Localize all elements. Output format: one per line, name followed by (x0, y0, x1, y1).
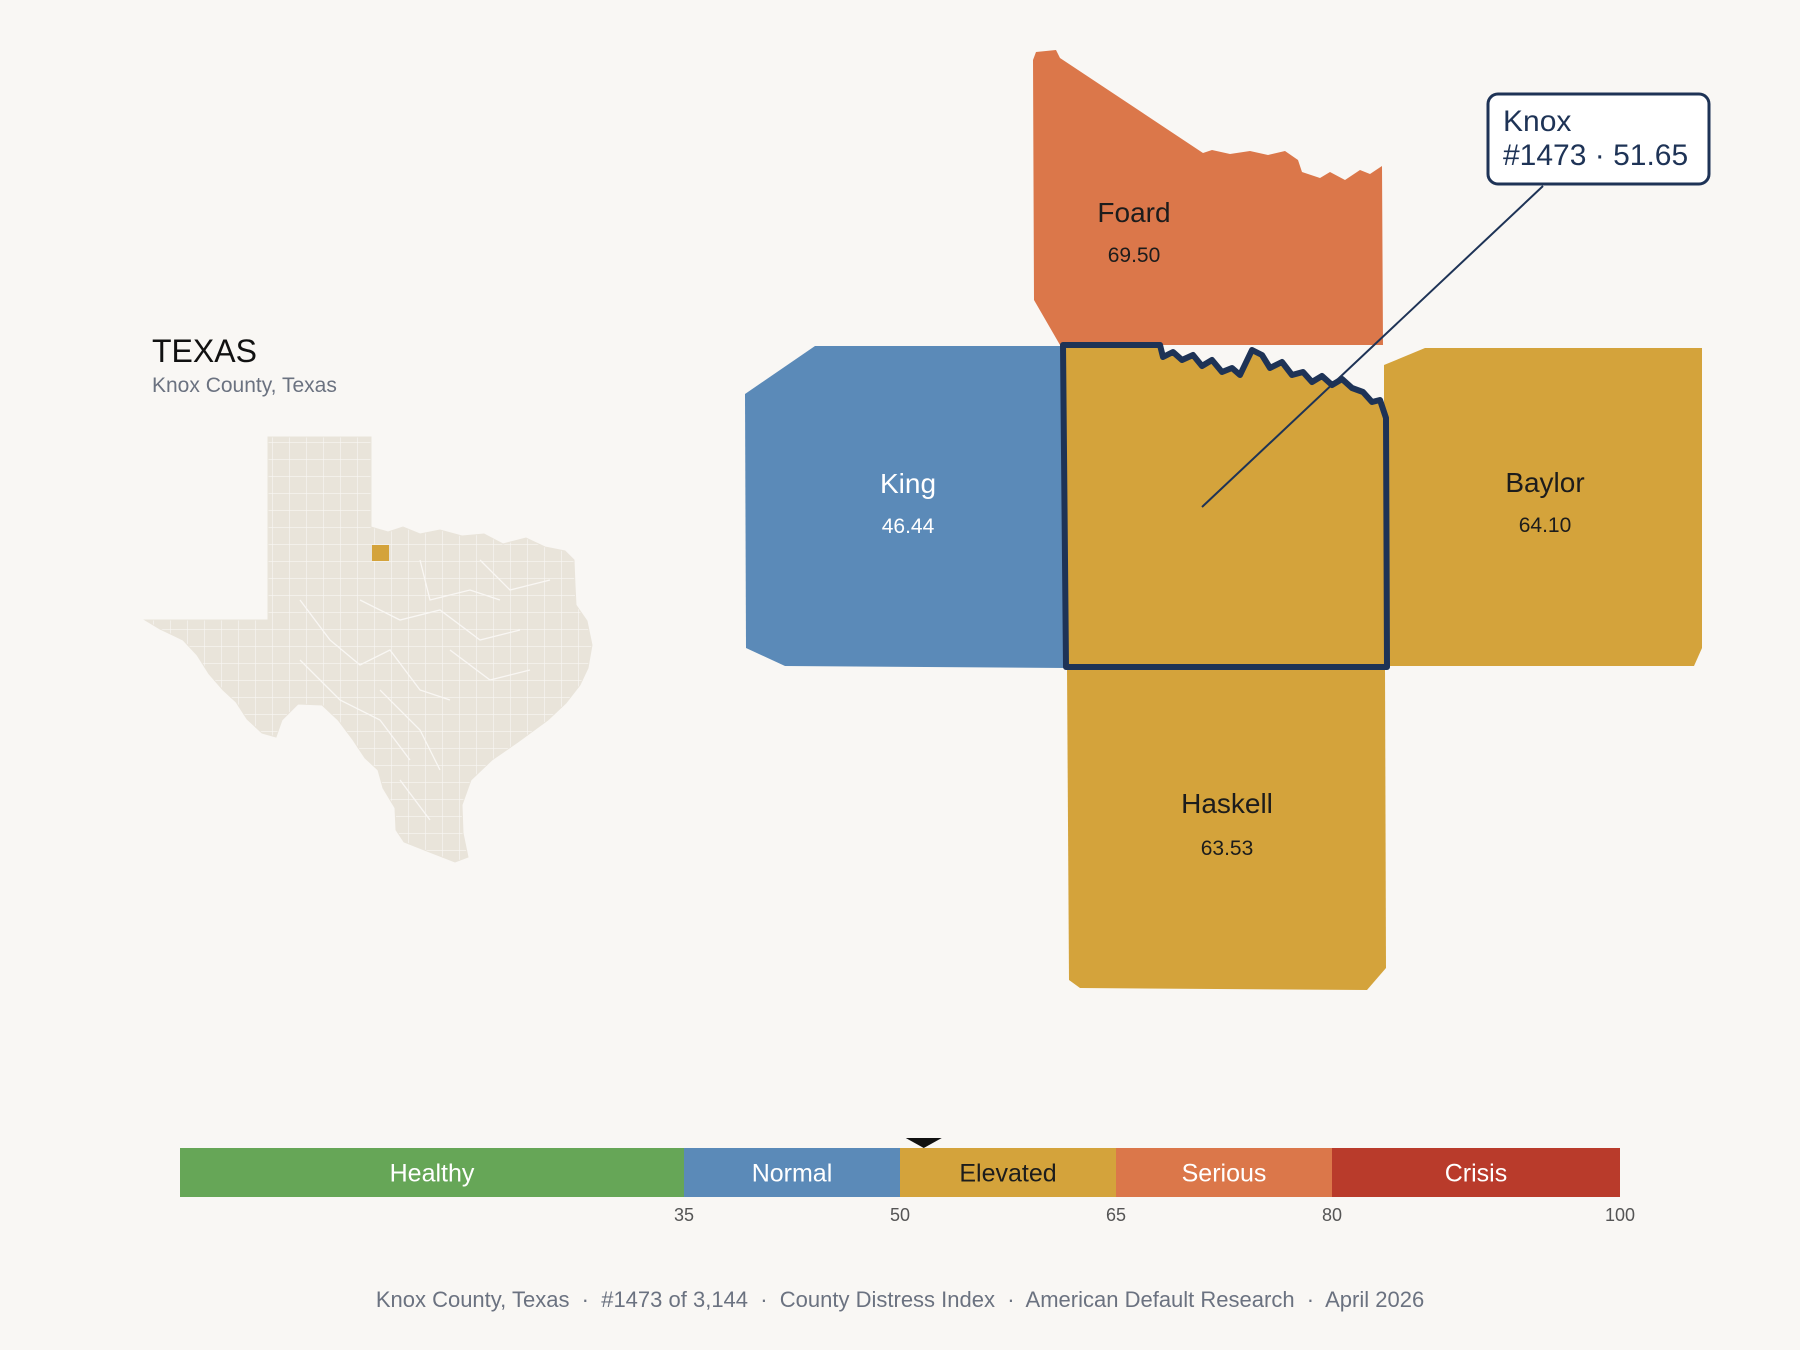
scale-tick-80: 80 (1322, 1205, 1342, 1225)
state-subtitle: Knox County, Texas (152, 374, 337, 397)
footer-credits: Knox County, Texas · #1473 of 3,144 · Co… (376, 1287, 1424, 1312)
county-label-king: King (880, 468, 936, 499)
county-label-haskell: Haskell (1181, 788, 1273, 819)
scale-band-label-elevated: Elevated (959, 1160, 1056, 1188)
selected-callout: Knox #1473 · 51.65 (1201, 92, 1711, 508)
texas-state-shape (143, 436, 593, 863)
scale-tick-65: 65 (1106, 1205, 1126, 1225)
scale-band-label-serious: Serious (1182, 1160, 1267, 1188)
county-score-foard: 69.50 (1108, 244, 1161, 267)
scale-tick-100: 100 (1605, 1205, 1635, 1225)
county-score-haskell: 63.53 (1201, 837, 1254, 860)
county-labels: Foard 69.50 King 46.44 Baylor 64.10 Hask… (880, 197, 1585, 860)
state-inset: TEXAS Knox County, Texas (143, 333, 593, 863)
callout-leader-line (1201, 185, 1544, 508)
scale-tick-35: 35 (674, 1205, 694, 1225)
scale-band-label-normal: Normal (752, 1160, 833, 1188)
county-score-king: 46.44 (882, 515, 935, 538)
callout-box (1486, 92, 1711, 186)
county-shape-haskell (1067, 668, 1386, 990)
scale-band-serious (1116, 1148, 1332, 1197)
county-label-baylor: Baylor (1505, 467, 1584, 498)
county-shape-knox[interactable] (1060, 342, 1390, 670)
county-label-foard: Foard (1097, 197, 1170, 228)
scale-tick-50: 50 (890, 1205, 910, 1225)
county-shape-baylor (1384, 348, 1702, 666)
texas-county-lines (299, 559, 551, 821)
knox-inset-highlight (372, 545, 389, 561)
neighbor-counties (745, 50, 1702, 990)
county-shape-foard (1033, 50, 1383, 345)
scale-band-label-crisis: Crisis (1445, 1160, 1508, 1188)
distress-scale: Healthy Normal Elevated Serious Crisis 35 50 6… (180, 1138, 1635, 1225)
scale-marker-icon (905, 1138, 942, 1148)
county-shape-king (745, 346, 1065, 668)
scale-band-crisis (1332, 1148, 1620, 1197)
scale-band-label-healthy: Healthy (390, 1160, 475, 1188)
scale-band-normal (684, 1148, 900, 1197)
callout-county-name: Knox (1503, 105, 1571, 138)
county-score-baylor: 64.10 (1519, 514, 1572, 537)
state-title: TEXAS (152, 333, 257, 369)
callout-rank-score: #1473 · 51.65 (1503, 139, 1688, 172)
scale-band-healthy (180, 1148, 684, 1197)
scale-band-elevated (900, 1148, 1116, 1197)
